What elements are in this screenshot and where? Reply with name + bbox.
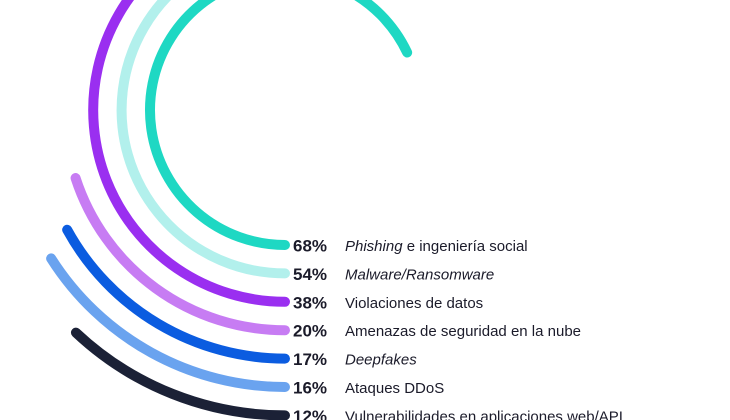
category-label: Phishing e ingeniería social bbox=[345, 238, 528, 255]
arc-bar bbox=[70, 173, 290, 336]
label-part: Malware/Ransomware bbox=[345, 266, 494, 283]
arc-bar bbox=[46, 253, 290, 392]
category-label: Deepfakes bbox=[345, 352, 417, 369]
label-part: e ingeniería social bbox=[403, 238, 528, 255]
arc-bar bbox=[145, 0, 413, 250]
value-label: 38% bbox=[293, 293, 327, 312]
category-label: Violaciones de datos bbox=[345, 295, 483, 312]
label-part: Deepfakes bbox=[345, 352, 417, 369]
value-label: 54% bbox=[293, 265, 327, 284]
value-label: 68% bbox=[293, 236, 327, 255]
category-label: Vulnerabilidades en aplicaciones web/API bbox=[345, 408, 623, 420]
value-label: 17% bbox=[293, 350, 327, 369]
label-part: Phishing bbox=[345, 238, 403, 255]
category-label: Malware/Ransomware bbox=[345, 266, 494, 283]
label-part: Ataques DDoS bbox=[345, 380, 444, 397]
value-label: 20% bbox=[293, 322, 327, 341]
label-part: Vulnerabilidades en aplicaciones web/API bbox=[345, 408, 623, 420]
arc-bar bbox=[116, 0, 290, 279]
arc-bar bbox=[62, 224, 290, 364]
value-label: 16% bbox=[293, 378, 327, 397]
category-label: Ataques DDoS bbox=[345, 380, 444, 397]
label-part: Violaciones de datos bbox=[345, 295, 483, 312]
value-label: 12% bbox=[293, 407, 327, 420]
label-part: Amenazas de seguridad en la nube bbox=[345, 323, 581, 340]
arc-bar bbox=[88, 0, 290, 307]
arc-bar bbox=[70, 327, 290, 420]
category-label: Amenazas de seguridad en la nube bbox=[345, 323, 581, 340]
